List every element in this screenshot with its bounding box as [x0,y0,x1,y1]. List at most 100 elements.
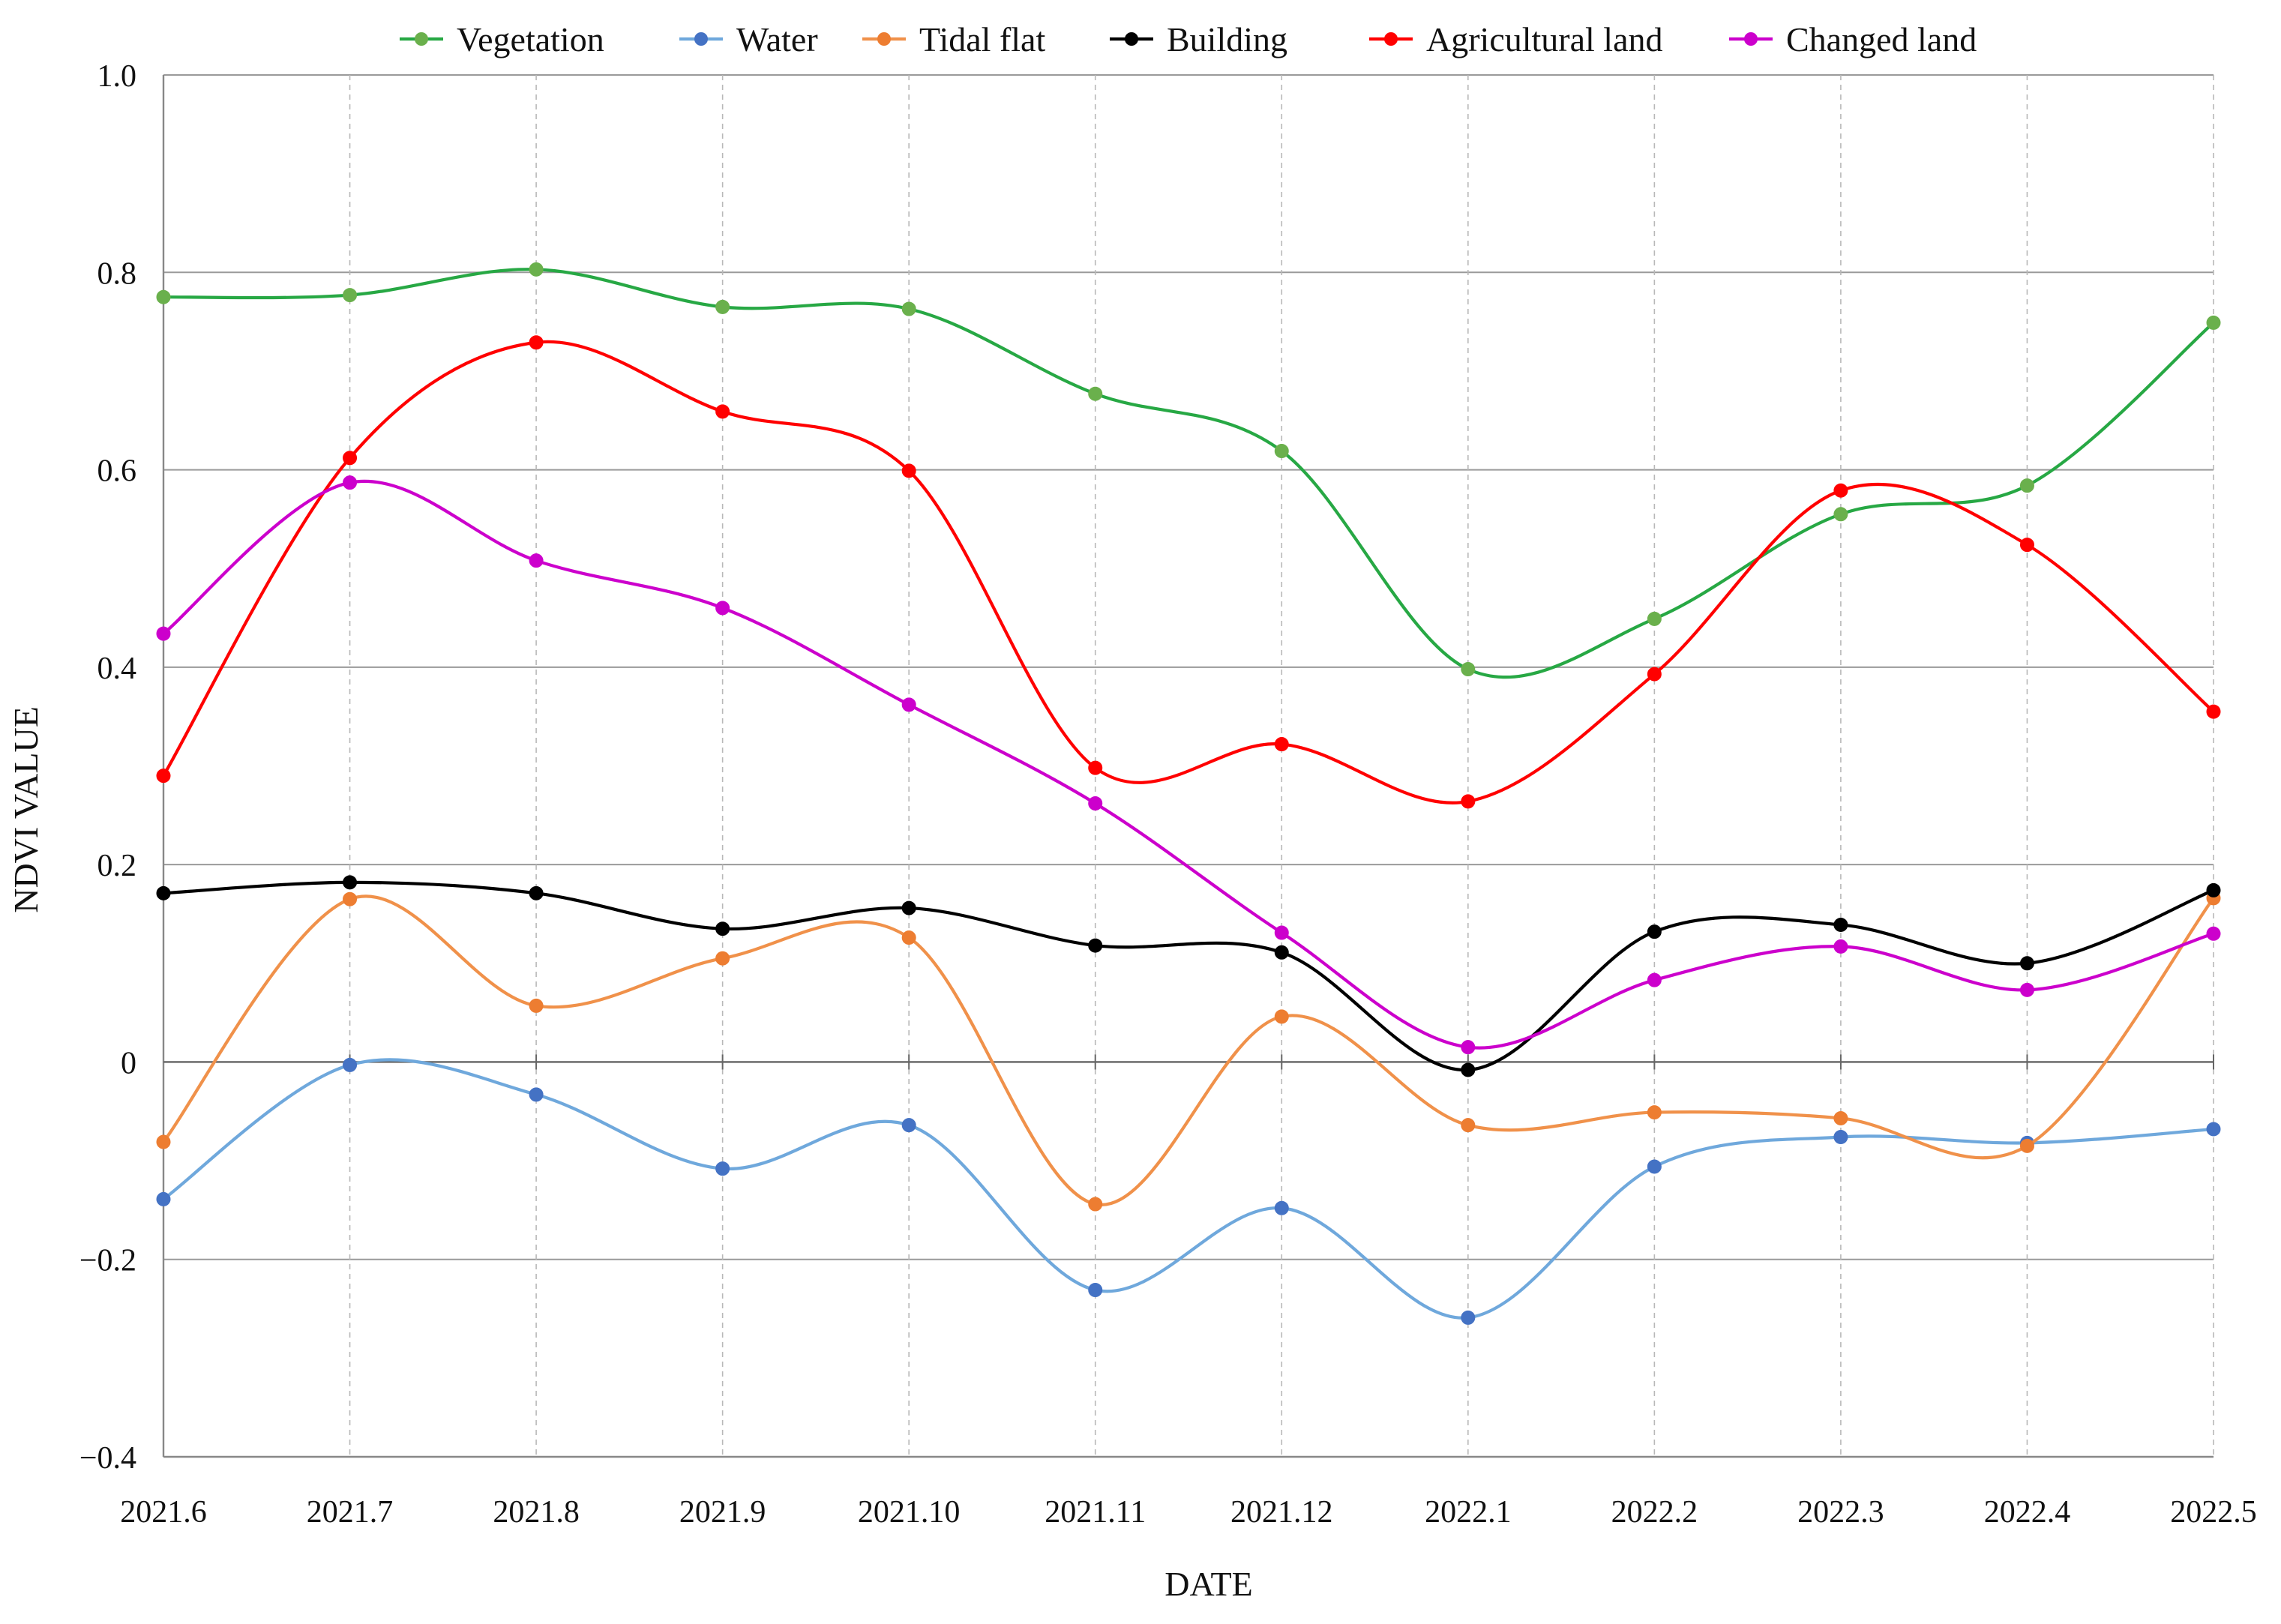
x-tick-label: 2022.4 [1984,1495,2071,1530]
data-point-changed-land [1461,1040,1476,1055]
data-point-vegetation [1833,507,1848,522]
series-line-building [163,880,2214,1072]
data-point-vegetation [1088,386,1103,401]
data-point-agricultural-land [1461,794,1476,809]
data-point-water [529,1087,544,1102]
series-layer [156,262,2221,1325]
legend-label: Building [1167,20,1287,58]
legend: Vegetation Water Tidal flat Building Agricul… [400,20,1977,58]
data-point-building [1088,938,1103,953]
legend-swatch-marker [877,32,891,46]
data-point-building [2019,956,2034,971]
data-point-building [901,900,916,915]
data-point-vegetation [2206,315,2221,330]
legend-label: Water [736,20,818,58]
data-point-changed-land [901,697,916,712]
series-line-agricultural-land [162,340,2215,805]
data-point-building [529,885,544,900]
legend-label: Tidal flat [919,20,1045,58]
y-tick-label: 1.0 [97,59,137,94]
data-point-agricultural-land [901,463,916,478]
data-point-agricultural-land [1274,737,1289,752]
data-point-changed-land [2019,982,2034,997]
data-point-water [1833,1129,1848,1144]
data-point-building [1461,1062,1476,1077]
x-axis-title: DATE [1164,1565,1253,1603]
x-tick-label: 2021.12 [1230,1495,1333,1530]
data-point-changed-land [2206,926,2221,941]
legend-label: Vegetation [457,20,604,58]
legend-swatch-marker [1384,32,1398,46]
legend-item-vegetation: Vegetation [400,20,604,58]
y-tick-label: 0.4 [97,652,137,686]
series-line-vegetation [163,268,2215,679]
y-tick-label: −0.2 [79,1244,136,1278]
data-point-changed-land [1274,925,1289,940]
data-point-agricultural-land [1088,760,1103,775]
legend-swatch-marker [694,32,708,46]
y-tick-label: 0 [121,1046,136,1080]
x-tick-label: 2022.5 [2170,1495,2257,1530]
legend-item-tidal-flat: Tidal flat [862,20,1045,58]
data-point-vegetation [343,288,358,303]
y-tick-label: 0.8 [97,256,137,291]
grid-lines [162,74,2214,1458]
data-point-building [156,885,171,900]
x-tick-label: 2021.10 [858,1495,961,1530]
data-point-changed-land [1647,972,1662,987]
x-tick-label: 2021.6 [120,1495,207,1530]
data-point-tidal-flat [1833,1110,1848,1125]
y-axis-title: NDVI VALUE [7,706,45,913]
data-point-tidal-flat [343,891,358,906]
data-point-agricultural-land [156,769,171,784]
data-point-vegetation [901,301,916,316]
data-point-water [715,1161,730,1176]
x-tick-label: 2021.11 [1045,1495,1146,1530]
x-tick-label: 2022.3 [1797,1495,1884,1530]
data-point-changed-land [343,475,358,490]
tick-labels: −0.4 −0.2 0 0.2 0.4 0.6 0.8 1.0 2021.6 2021.7 2021… [79,59,2257,1530]
series-line-tidal-flat [162,894,2215,1206]
data-point-vegetation [2019,478,2034,493]
data-point-water [1274,1200,1289,1215]
data-point-building [715,921,730,936]
data-point-water [2206,1122,2221,1137]
data-point-water [1647,1159,1662,1174]
data-point-building [1274,945,1289,960]
x-tick-label: 2022.2 [1611,1495,1698,1530]
data-point-tidal-flat [1461,1118,1476,1133]
data-point-vegetation [1274,444,1289,459]
y-tick-label: 0.2 [97,849,137,883]
data-point-agricultural-land [2019,538,2034,553]
legend-label: Agricultural land [1426,20,1663,58]
data-point-water [901,1118,916,1133]
data-point-tidal-flat [529,998,544,1013]
legend-label: Changed land [1786,20,1977,58]
legend-swatch-marker [1744,32,1758,46]
legend-item-water: Water [679,20,818,58]
y-tick-label: 0.6 [97,454,137,489]
legend-swatch-marker [415,32,428,46]
data-point-agricultural-land [343,451,358,466]
x-tick-label: 2022.1 [1425,1495,1512,1530]
data-point-tidal-flat [2019,1138,2034,1153]
data-point-tidal-flat [1274,1009,1289,1024]
data-point-changed-land [1088,796,1103,811]
legend-item-agricultural-land: Agricultural land [1369,20,1663,58]
data-point-tidal-flat [1088,1197,1103,1212]
data-point-tidal-flat [1647,1105,1662,1120]
data-point-changed-land [156,626,171,641]
data-point-agricultural-land [529,335,544,350]
data-point-changed-land [1833,939,1848,954]
legend-swatch-marker [1125,32,1138,46]
data-point-water [156,1191,171,1206]
data-point-tidal-flat [901,930,916,945]
data-point-water [1461,1310,1476,1325]
data-point-building [343,875,358,890]
legend-item-building: Building [1110,20,1287,58]
data-point-vegetation [529,262,544,277]
data-point-vegetation [1461,661,1476,676]
data-point-vegetation [1647,611,1662,626]
data-point-tidal-flat [715,951,730,966]
